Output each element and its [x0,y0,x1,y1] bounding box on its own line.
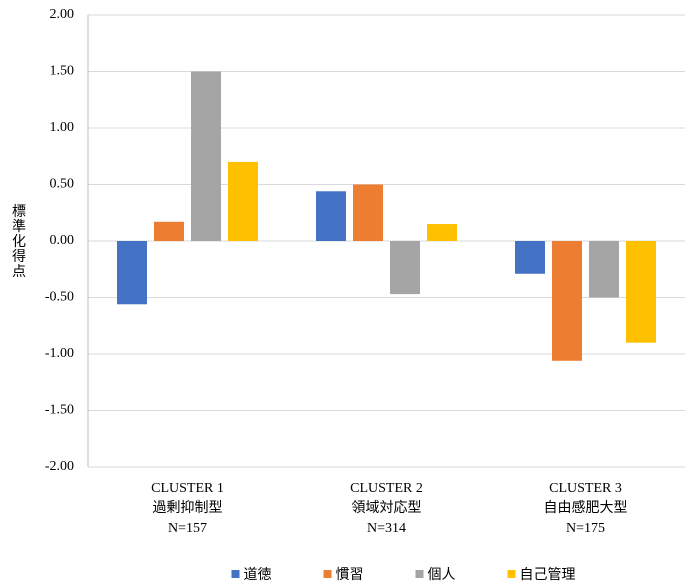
legend-label: 慣習 [336,566,364,583]
bar [316,191,346,241]
y-tick-label: 0.50 [50,177,75,192]
x-tick-label: 領域対応型 [352,499,422,516]
bar [552,241,582,361]
bar [117,241,147,305]
legend-swatch [507,570,516,578]
x-tick-label: 過剰抑制型 [153,500,223,516]
x-tick-label: 自由感肥大型 [544,499,628,516]
legend-label: 個人 [428,567,456,583]
legend-swatch [323,570,332,578]
y-tick-label: -1.50 [45,403,74,418]
x-tick-label: CLUSTER 2 [350,481,423,496]
y-tick-label: -0.50 [45,290,74,305]
y-tick-label: 2.00 [50,7,75,22]
y-tick-label: -1.00 [45,346,74,361]
bar [589,241,619,298]
y-axis-label: 標準化得点 [10,204,26,279]
bar [427,224,457,241]
x-tick-label: CLUSTER 3 [549,481,622,496]
bar [515,241,545,274]
legend-swatch [415,570,424,578]
y-tick-label: 0.00 [50,233,75,248]
bar [390,241,420,295]
bar [191,71,221,241]
bar [228,161,258,241]
x-tick-label: N=175 [566,521,605,536]
y-tick-label: -2.00 [45,459,74,474]
bar [626,241,656,343]
y-tick-label: 1.00 [50,120,75,135]
legend-label: 道徳 [244,567,272,583]
bar [154,221,184,241]
bar [353,184,383,241]
legend-swatch [231,570,240,578]
legend-label: 自己管理 [520,567,576,583]
x-tick-label: CLUSTER 1 [151,481,224,496]
x-tick-label: N=157 [168,521,207,536]
y-tick-label: 1.50 [50,64,75,79]
x-tick-label: N=314 [367,521,406,536]
